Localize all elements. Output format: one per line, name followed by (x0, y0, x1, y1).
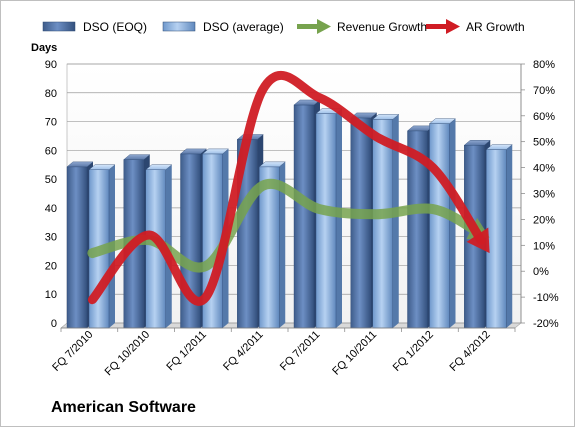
bar-side (506, 144, 513, 328)
legend-item: DSO (EOQ) (42, 20, 147, 34)
y2-tick-label: 30% (533, 189, 555, 201)
x-tick-label: FQ 1/2011 (164, 329, 209, 374)
legend-label: Revenue Growth (337, 20, 427, 34)
legend-label: DSO (average) (203, 20, 284, 34)
legend-label: DSO (EOQ) (83, 20, 147, 34)
x-tick-label: FQ 10/2011 (330, 329, 379, 378)
y2-tick-label: 0% (533, 266, 549, 278)
y-tick-label: 40 (45, 203, 57, 215)
y-tick-label: 60 (45, 145, 57, 157)
y2-tick-label: 10% (533, 240, 555, 252)
bar-side (449, 118, 456, 328)
x-tick-label: FQ 7/2010 (50, 329, 95, 374)
bar-front (293, 104, 315, 329)
bar (372, 114, 400, 329)
bar-side (279, 161, 286, 328)
y-axis-label: Days (31, 42, 57, 54)
bar-front (66, 166, 88, 329)
bar (315, 108, 343, 329)
y2-tick-label: 50% (533, 137, 555, 149)
bar-side (336, 108, 342, 328)
legend: DSO (EOQ) DSO (average) Revenue Growth AR G… (42, 19, 525, 34)
y2-tick-label: 60% (533, 111, 555, 123)
legend-item: Revenue Growth (297, 19, 427, 34)
series-line (87, 70, 486, 306)
x-tick-label: FQ 10/2010 (103, 329, 153, 379)
bar-top (463, 140, 491, 146)
bar-top (179, 148, 208, 155)
x-tick-label: FQ 7/2011 (278, 329, 323, 374)
bar-front (429, 123, 450, 329)
bar-top (372, 114, 400, 120)
bar-top (350, 112, 378, 119)
legend-item: DSO (average) (162, 20, 284, 34)
series-arrowhead (466, 227, 490, 254)
bar-front (486, 149, 507, 329)
y-tick-label: 10 (45, 289, 57, 301)
x-tick-label: FQ 4/2011 (221, 329, 266, 374)
bar-top (66, 161, 94, 168)
y-tick-label: 70 (45, 117, 57, 129)
y2-tick-label: 40% (533, 163, 555, 175)
legend-swatch (162, 21, 196, 32)
bar-top (88, 164, 116, 170)
bar-side (392, 114, 399, 328)
y-tick-label: 80 (45, 88, 57, 100)
bar (485, 144, 513, 329)
legend-item: AR Growth (426, 19, 525, 34)
x-tick-label: FQ 4/2012 (448, 329, 493, 374)
bar-top (201, 148, 230, 155)
legend-arrow (446, 19, 460, 34)
x-tick-label: FQ 1/2012 (391, 329, 436, 374)
y2-tick-label: 20% (533, 214, 555, 226)
bar (258, 161, 286, 329)
y2-tick-label: 70% (533, 85, 555, 97)
bar-front (350, 117, 371, 329)
bar (428, 118, 457, 329)
y-tick-label: 50 (45, 174, 57, 186)
lines (87, 70, 490, 306)
y2-tick-label: -10% (533, 292, 559, 304)
y-tick-label: 0 (51, 318, 57, 330)
y2-tick-label: 80% (533, 59, 555, 71)
bar-top (123, 154, 151, 160)
y-tick-label: 30 (45, 232, 57, 244)
legend-label: AR Growth (466, 20, 525, 34)
legend-swatch (42, 21, 76, 32)
bar-top (428, 118, 457, 124)
bar-top (485, 144, 513, 150)
y-tick-label: 90 (45, 59, 57, 71)
legend-arrow (317, 19, 331, 34)
chart-title: American Software (51, 399, 196, 416)
bar-top (145, 164, 173, 170)
bar-top (258, 161, 286, 168)
y2-tick-label: -20% (533, 318, 559, 330)
y-tick-label: 20 (45, 260, 57, 272)
bar-front (315, 113, 337, 329)
bar-front (372, 119, 393, 329)
